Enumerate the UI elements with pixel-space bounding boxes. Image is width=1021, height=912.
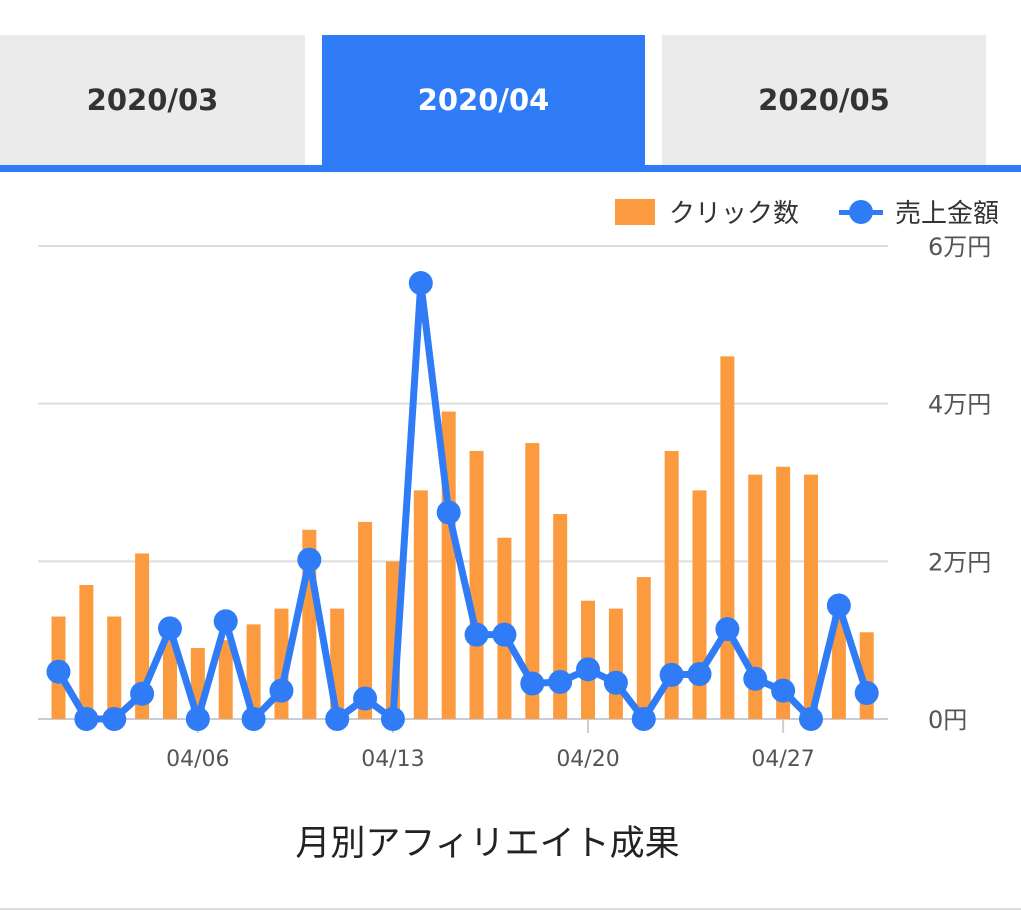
sales-point [520,671,545,696]
sales-point [771,678,796,703]
bar [803,474,818,719]
x-tick-label: 04/06 [166,747,229,772]
legend-sales: 売上金額 [894,199,999,229]
sales-point [102,707,127,731]
y-tick-label: 6万円 [928,233,991,261]
y-tick-label: 2万円 [928,548,991,576]
sales-point [241,707,266,731]
tab-2020-04[interactable]: 2020/04 [322,35,645,165]
sales-point [631,707,656,731]
tab-underline [0,165,1021,172]
legend-bar-swatch [614,198,655,225]
y-tick-label: 4万円 [928,391,991,419]
bar [218,640,233,719]
bar [162,640,177,719]
bar [664,450,679,719]
bar [720,356,735,719]
sales-point [74,707,99,731]
x-tick-label: 04/27 [751,747,814,772]
sales-point [353,686,378,711]
y-tick-label: 0円 [928,706,967,734]
tab-2020-05[interactable]: 2020/05 [662,35,986,165]
bar [525,443,540,719]
sales-point [798,707,823,731]
bar [553,514,568,719]
bar [469,450,484,719]
sales-point [743,666,768,691]
chart: 0円 2万円 4万円 6万円 04/06 04/13 04/20 04/27 [38,233,991,772]
bar [107,616,122,719]
legend-line-swatch [838,199,883,225]
sales-point [46,659,71,684]
bar [776,466,791,719]
sales-point [854,680,879,705]
sales-point [603,670,628,695]
tab-2020-03[interactable]: 2020/03 [0,35,305,165]
sales-point [659,662,684,687]
bar [358,521,373,719]
sales-point [297,547,322,572]
sales-line [55,279,871,723]
x-tick-label: 04/13 [361,747,424,772]
sales-point [548,669,573,694]
sales-point [408,271,433,296]
bar [79,584,94,719]
legend: クリック数 売上金額 [614,193,999,230]
sales-point [492,622,517,647]
bar [748,474,763,719]
chart-title: 月別アフィリエイト成果 [295,824,680,864]
bar [413,490,428,719]
sales-point [826,593,851,618]
bar [636,577,651,719]
sales-point [130,681,155,706]
legend-clicks: クリック数 [668,199,799,229]
sales-point [576,657,601,682]
sales-point [213,609,238,634]
sales-point [325,707,350,731]
sales-point [464,622,489,647]
sales-point [157,616,182,641]
sales-point [380,707,405,731]
sales-point [687,662,712,687]
x-tick-label: 04/20 [556,747,619,772]
sales-point [269,678,294,703]
sales-point [436,500,461,525]
bar [608,608,623,719]
bar [831,616,846,719]
sales-point [715,617,740,642]
sales-point [185,707,210,731]
divider [0,908,1021,910]
